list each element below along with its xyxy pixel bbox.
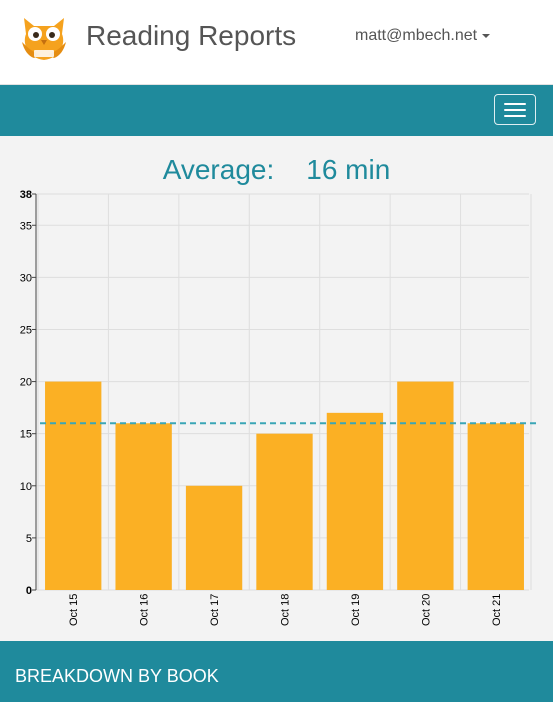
x-tick-label: Oct 18 [280, 594, 292, 626]
bar-oct-21 [467, 423, 524, 590]
user-menu-dropdown[interactable]: matt@mbech.net [355, 27, 491, 45]
bar-oct-17 [185, 485, 243, 590]
navbar-toggle-button[interactable] [494, 94, 536, 125]
breakdown-section-header: BREAKDOWN BY BOOK [0, 641, 553, 702]
x-tick-label: Oct 19 [350, 594, 362, 626]
average-value: 16 min [306, 154, 391, 185]
caret-down-icon [482, 33, 491, 38]
bar-oct-18 [256, 433, 313, 590]
bar-oct-20 [397, 381, 454, 590]
report-panel: Average: 16 min 0 5 10 15 20 25 30 35 38 Oct 15 Oct… [0, 136, 553, 641]
y-tick-label: 30 [20, 272, 32, 284]
hamburger-menu-icon [504, 103, 526, 105]
bar-oct-19 [326, 412, 384, 590]
hamburger-bar [504, 109, 526, 111]
average-label: Average: [162, 154, 275, 185]
y-tick-label: 20 [20, 377, 32, 389]
x-tick-label: Oct 20 [420, 594, 432, 626]
y-tick-label: 25 [20, 324, 32, 336]
x-tick-label: Oct 16 [139, 594, 151, 626]
y-tick-label: 10 [20, 481, 32, 493]
navbar [0, 85, 553, 136]
average-summary: Average: 16 min [0, 154, 553, 186]
bar-oct-15 [45, 381, 102, 590]
y-tick-label: 5 [26, 533, 32, 545]
app-header: Reading Reports matt@mbech.net [0, 0, 553, 85]
app-title[interactable]: Reading Reports [86, 20, 297, 51]
breakdown-title: BREAKDOWN BY BOOK [15, 666, 219, 686]
y-tick-label: 0 [26, 585, 32, 597]
daily-reading-bar-chart: 0 5 10 15 20 25 30 35 38 Oct 15 Oct 16 Oct 17 Oct 18… [20, 189, 537, 626]
bar-oct-16 [115, 423, 172, 590]
x-tick-label: Oct 15 [68, 594, 80, 626]
owl-logo-icon[interactable] [18, 14, 70, 62]
x-tick-label: Oct 21 [491, 594, 503, 626]
y-tick-label: 15 [20, 429, 32, 441]
hamburger-bar [504, 115, 526, 117]
y-tick-label: 38 [20, 189, 32, 201]
x-tick-label: Oct 17 [209, 594, 221, 626]
user-email: matt@mbech.net [355, 27, 478, 44]
y-tick-label: 35 [20, 220, 32, 232]
